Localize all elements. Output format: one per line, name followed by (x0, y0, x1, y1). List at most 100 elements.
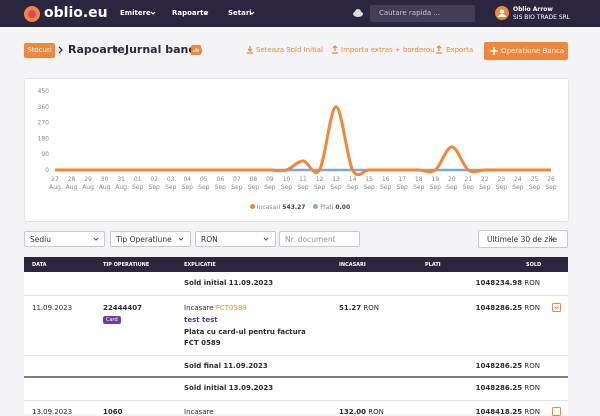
doc-number: 1060 (103, 408, 123, 416)
select[interactable]: Tip Operatiune (110, 231, 191, 247)
action-link[interactable]: Importa extras + borderou (341, 46, 435, 54)
legend-label: Plati (320, 204, 334, 211)
x-tick-label: 22 Sep (479, 176, 491, 191)
legend-item: Incasari 543.27 (249, 204, 306, 211)
document-input[interactable]: Nr. document (279, 231, 360, 247)
date: 11.09.2023 (32, 304, 73, 312)
x-tick-label: 19 Sep (429, 176, 441, 191)
x-tick-label: 06 Sep (214, 176, 226, 191)
legend-total: 543.27 (282, 204, 306, 211)
column-header: SOLD (526, 262, 542, 268)
operation: Incasare (184, 408, 214, 416)
x-tick-label: 29 Aug (82, 176, 94, 191)
x-tick-label: 04 Sep (181, 176, 193, 191)
note: test test (184, 316, 218, 324)
x-tick-label: 30 Aug (98, 176, 111, 191)
x-tick-label: 26 Sep (545, 176, 557, 191)
column-header: PLATI (425, 262, 441, 268)
select[interactable]: RON (195, 231, 276, 247)
amount: 132.00 RON (339, 408, 384, 416)
balance: 1048286.25 RON (475, 304, 540, 312)
avatar[interactable] (495, 6, 509, 20)
x-tick-label: 14 Sep (346, 176, 359, 191)
search-box[interactable] (370, 5, 475, 22)
primary-button-label: Operatiune Banca (501, 47, 565, 55)
x-tick-label: 02 Sep (148, 176, 160, 191)
primary-button[interactable] (484, 42, 568, 60)
action-link[interactable]: Seteaza Sold Initial (256, 46, 323, 54)
menu[interactable]: Rapoarte (172, 9, 209, 17)
x-tick-label: 17 Sep (396, 176, 408, 191)
x-tick-label: 24 Sep (512, 176, 524, 191)
user-name: Oblio Arrow (513, 6, 553, 13)
x-tick-label: 11 Sep (297, 176, 309, 191)
report-icon[interactable] (191, 45, 201, 55)
x-tick-label: 09 Sep (264, 176, 276, 191)
badge: Card (103, 316, 121, 324)
row-divider (24, 295, 568, 296)
x-tick-label: 05 Sep (198, 176, 210, 191)
menu[interactable]: Setari (228, 9, 252, 17)
row-divider (24, 355, 568, 356)
x-tick-label: 27 Aug (49, 176, 61, 191)
column-header: DATA (32, 262, 47, 268)
column-header: EXPLICATIE (184, 262, 216, 268)
breadcrumb-badge[interactable]: Stocuri (24, 43, 55, 58)
row-menu[interactable] (552, 303, 561, 312)
row-divider (24, 400, 568, 401)
balance-label: Sold final 11.09.2023 (184, 362, 268, 370)
legend-swatch (249, 204, 255, 209)
x-tick-label: 28 Aug (65, 176, 78, 191)
select[interactable]: Sediu (24, 231, 105, 247)
x-tick-label: 18 Sep (413, 176, 425, 191)
y-tick-label: 180 (38, 135, 50, 142)
amount: 51.27 RON (339, 304, 380, 312)
menu[interactable]: Emitere (120, 9, 151, 17)
search-placeholder: Cautare rapida ... (379, 9, 441, 17)
operation: Incasare FCT0589 (184, 304, 247, 312)
description: Plata cu card-ul pentru factura FCT 0589 (184, 328, 306, 347)
select-carets (93, 237, 555, 241)
table-header (24, 257, 568, 272)
y-tick-label: 450 (38, 88, 50, 95)
column-header: INCASARI (339, 262, 366, 268)
breadcrumb-sep (58, 46, 118, 54)
legend-total: 0.00 (335, 204, 351, 211)
y-tick-label: 360 (38, 104, 50, 111)
balance: 1048418.25 RON (475, 408, 540, 416)
x-tick-label: 10 Sep (280, 176, 293, 191)
breadcrumb[interactable]: Rapoarte (68, 43, 125, 56)
action-link[interactable]: Exporta (446, 46, 474, 54)
x-tick-label: 21 Sep (462, 176, 474, 191)
logo[interactable]: oblio.eu (44, 5, 108, 21)
x-tick-label: 20 Sep (446, 176, 458, 191)
section-divider (24, 376, 568, 378)
legend-item: Plati 0.00 (313, 204, 350, 211)
plus-icon (490, 47, 498, 55)
x-tick-label: 12 Sep (313, 176, 326, 191)
period-select[interactable]: Ultimele 30 de zile (478, 230, 568, 248)
row-menu[interactable] (552, 407, 561, 416)
y-tick-label: 0 (45, 167, 49, 174)
x-tick-label: 25 Sep (528, 176, 541, 191)
y-tick-label: 270 (38, 120, 50, 127)
cloud-icon[interactable] (352, 8, 364, 18)
page-title: Jurnal banca (125, 43, 203, 56)
legend: Incasari 543.27 Plati 0.00 (0, 204, 600, 211)
chart: 0 90 180 270 360 450 (38, 88, 551, 177)
action-icons (247, 45, 442, 54)
balance-label: Sold initial 13.09.2023 (184, 384, 274, 392)
balance: 1048234.98 RON (475, 279, 540, 287)
x-tick-label: 31 Aug (115, 176, 127, 191)
x-tick-label: 08 Sep (247, 176, 260, 191)
x-tick-label: 01 Sep (132, 176, 144, 191)
legend-swatch (313, 204, 319, 209)
company: SIS BIO TRADE SRL (513, 14, 571, 21)
doc-link[interactable]: FCT0589 (215, 304, 247, 312)
logo-icon (24, 6, 40, 22)
carets (150, 11, 255, 15)
doc-number: 22444407 (103, 304, 142, 312)
x-tick-label: 13 Sep (330, 176, 342, 191)
y-tick-label: 90 (41, 151, 49, 158)
